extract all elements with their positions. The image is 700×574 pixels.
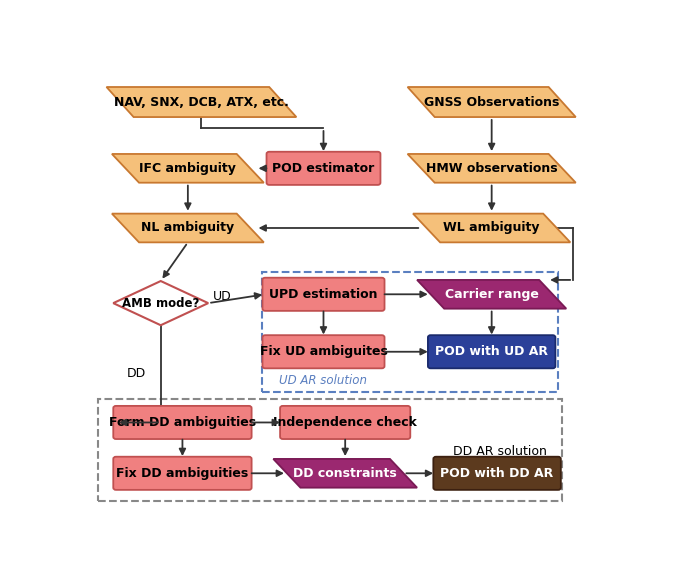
Polygon shape	[113, 281, 208, 325]
Text: DD AR solution: DD AR solution	[453, 445, 547, 457]
Text: NAV, SNX, DCB, ATX, etc.: NAV, SNX, DCB, ATX, etc.	[114, 95, 289, 108]
Polygon shape	[273, 459, 417, 488]
FancyBboxPatch shape	[262, 335, 384, 369]
FancyBboxPatch shape	[113, 406, 251, 439]
Text: Independence check: Independence check	[273, 416, 417, 429]
Bar	[98, 400, 562, 501]
Text: GNSS Observations: GNSS Observations	[424, 95, 559, 108]
FancyBboxPatch shape	[280, 406, 410, 439]
Text: Fix UD ambiguites: Fix UD ambiguites	[260, 345, 387, 358]
Text: Fix DD ambiguities: Fix DD ambiguities	[116, 467, 248, 480]
Text: UPD estimation: UPD estimation	[270, 288, 378, 301]
Text: POD with DD AR: POD with DD AR	[440, 467, 554, 480]
Text: HMW observations: HMW observations	[426, 162, 557, 175]
FancyBboxPatch shape	[113, 457, 251, 490]
Text: DD constraints: DD constraints	[293, 467, 397, 480]
Text: IFC ambiguity: IFC ambiguity	[139, 162, 237, 175]
Bar	[262, 272, 558, 391]
Text: WL ambiguity: WL ambiguity	[443, 222, 540, 235]
Text: Form DD ambiguities: Form DD ambiguities	[109, 416, 256, 429]
Text: Carrier range: Carrier range	[444, 288, 538, 301]
Polygon shape	[106, 87, 296, 117]
Polygon shape	[407, 154, 575, 183]
Text: UD AR solution: UD AR solution	[279, 374, 368, 387]
Text: POD estimator: POD estimator	[272, 162, 374, 175]
Polygon shape	[112, 214, 264, 242]
Text: UD: UD	[212, 290, 231, 303]
Polygon shape	[417, 280, 566, 309]
Polygon shape	[413, 214, 570, 242]
Text: NL ambiguity: NL ambiguity	[141, 222, 234, 235]
Text: DD: DD	[127, 367, 146, 381]
FancyBboxPatch shape	[428, 335, 555, 369]
Polygon shape	[407, 87, 575, 117]
Text: AMB mode?: AMB mode?	[122, 297, 200, 309]
FancyBboxPatch shape	[433, 457, 561, 490]
FancyBboxPatch shape	[267, 152, 381, 185]
FancyBboxPatch shape	[262, 278, 384, 311]
Polygon shape	[112, 154, 264, 183]
Text: POD with UD AR: POD with UD AR	[435, 345, 548, 358]
